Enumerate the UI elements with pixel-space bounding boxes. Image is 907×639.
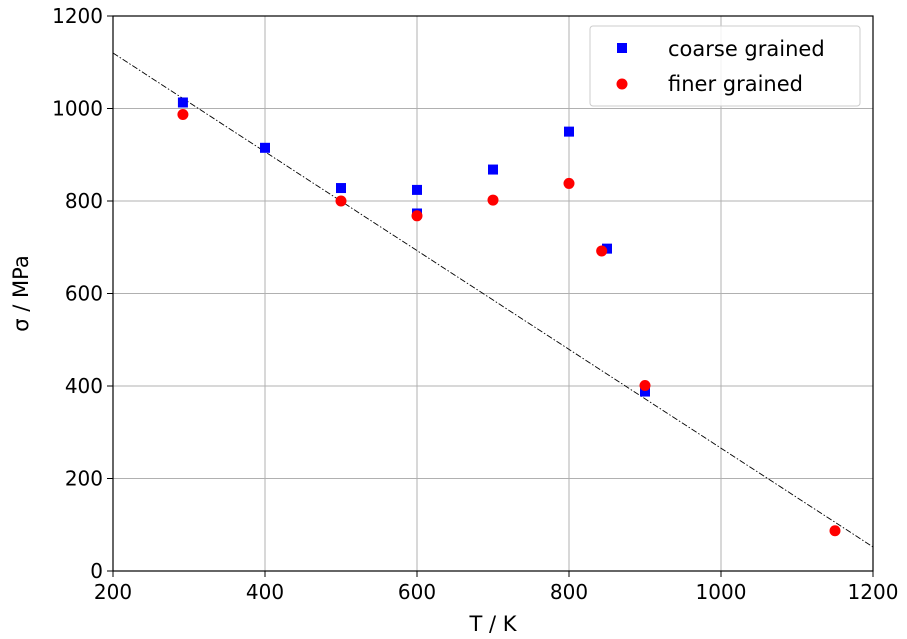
data-point-finer (563, 177, 575, 189)
legend-marker-coarse-square (617, 43, 627, 53)
data-point-coarse (602, 243, 612, 254)
x-axis-label: T / K (468, 612, 517, 636)
data-point-coarse (564, 126, 574, 137)
legend-label-finer: finer grained (668, 72, 803, 96)
x-axis-ticks: 200 400 600 800 1000 1200 (94, 571, 899, 604)
data-point-coarse (412, 184, 422, 195)
trend-line (112, 52, 874, 548)
y-tick-label: 400 (65, 374, 103, 398)
y-axis-ticks: 0 200 400 600 800 1000 1200 (52, 4, 113, 583)
data-point-finer (411, 210, 423, 222)
data-point-coarse (336, 183, 346, 194)
x-tick-label: 200 (94, 580, 132, 604)
data-point-coarse (488, 164, 498, 175)
x-tick-label: 1200 (848, 580, 899, 604)
y-tick-label: 600 (65, 282, 103, 306)
legend-label-coarse: coarse grained (668, 37, 825, 61)
legend-marker-finer-circle (616, 78, 628, 90)
y-axis-label: σ / MPa (9, 255, 33, 331)
x-tick-label: 600 (398, 580, 436, 604)
y-tick-label: 1200 (52, 4, 103, 28)
trend-line-group (112, 52, 874, 548)
data-points (177, 97, 841, 537)
x-tick-label: 1000 (696, 580, 747, 604)
y-tick-label: 0 (90, 559, 103, 583)
legend: coarse grained finer grained (589, 25, 861, 107)
data-point-finer (596, 245, 608, 257)
data-point-finer (487, 194, 499, 206)
y-tick-label: 200 (65, 467, 103, 491)
data-point-finer (639, 380, 651, 392)
data-point-coarse (177, 97, 188, 108)
y-tick-label: 1000 (52, 97, 103, 121)
data-point-coarse (640, 386, 650, 397)
data-point-finer (335, 195, 347, 207)
x-tick-label: 400 (246, 580, 284, 604)
x-tick-label: 800 (550, 580, 588, 604)
data-point-finer (829, 525, 841, 537)
data-point-coarse (260, 142, 270, 153)
y-tick-label: 800 (65, 189, 103, 213)
legend-box (589, 25, 861, 107)
data-point-finer (177, 109, 189, 121)
